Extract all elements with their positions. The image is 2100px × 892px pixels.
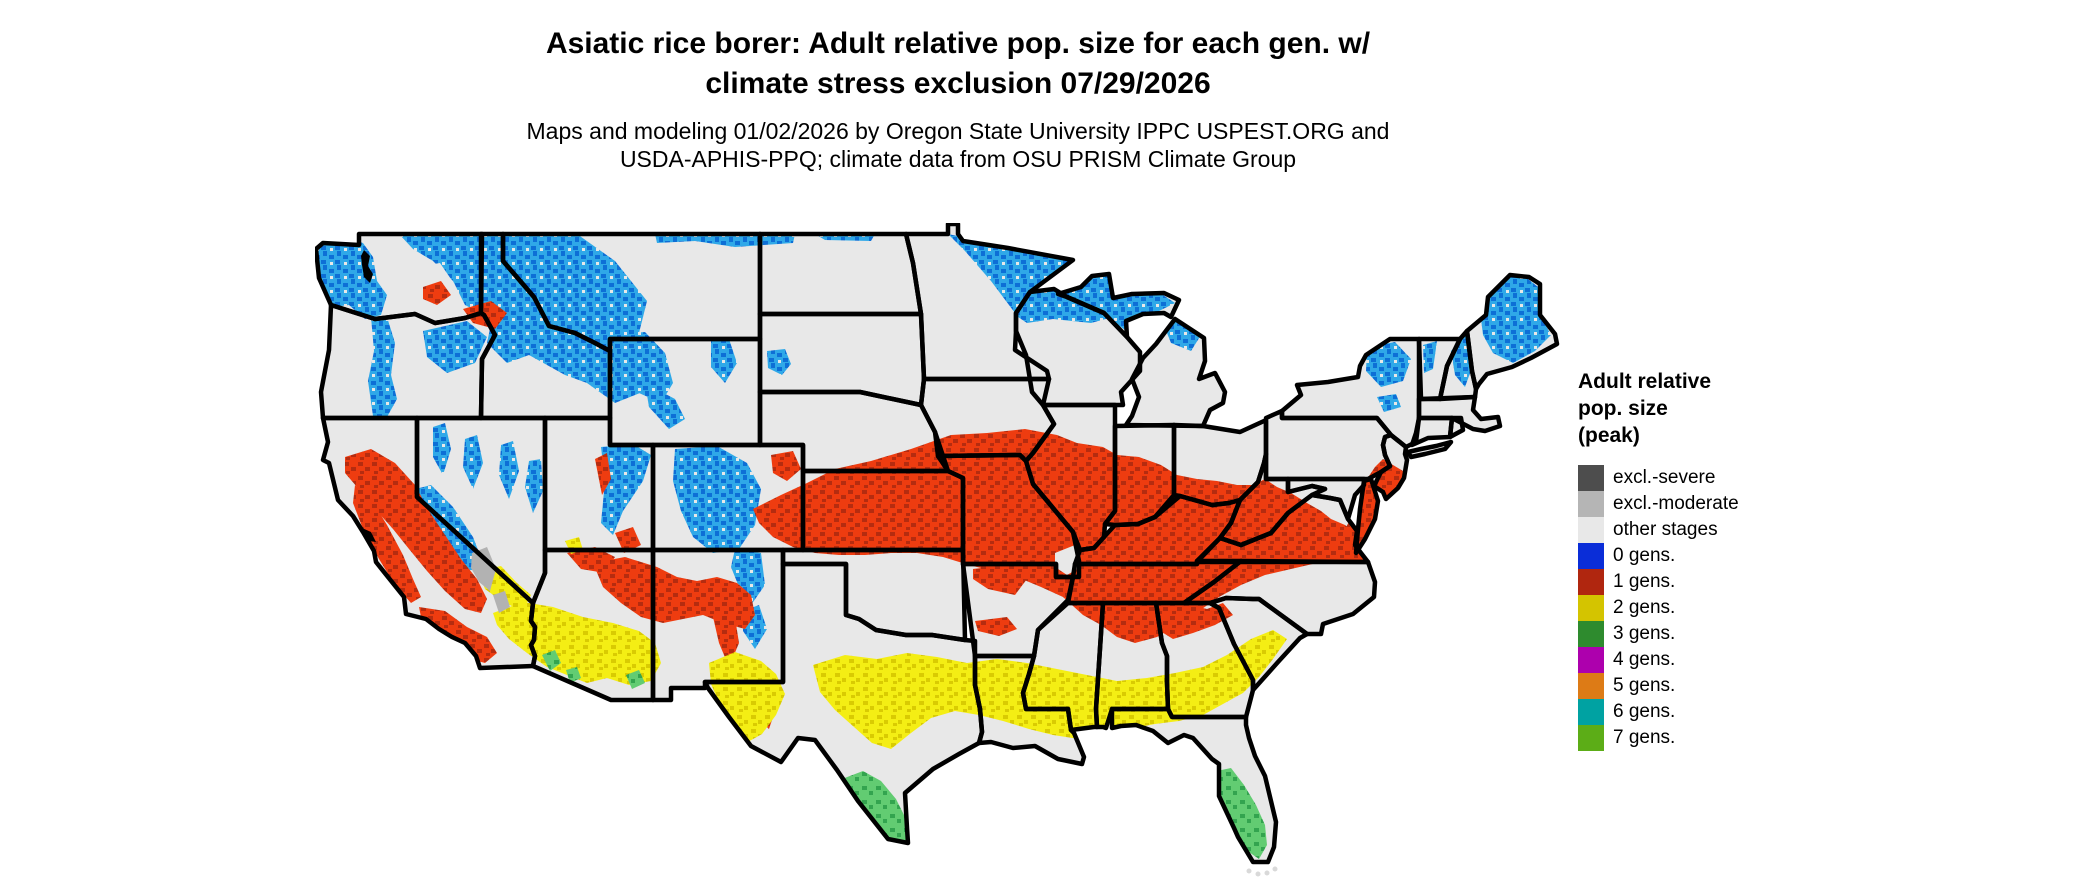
title-line-1: Asiatic rice borer: Adult relative pop. … (545, 27, 1371, 60)
legend-color-swatch (1578, 543, 1604, 569)
legend-color-swatch (1578, 595, 1604, 621)
legend-color-swatch (1578, 491, 1604, 517)
legend-item: 6 gens. (1578, 699, 1838, 725)
map-region-excl-moderate (471, 547, 510, 613)
legend-item-label: excl.-severe (1613, 467, 1716, 488)
legend-item: 7 gens. (1578, 725, 1838, 751)
puget-sound (361, 250, 373, 283)
title-line-2: climate stress exclusion 07/29/2026 (705, 67, 1211, 100)
legend-item-label: 2 gens. (1613, 597, 1676, 618)
legend-item: 5 gens. (1578, 673, 1838, 699)
legend-color-swatch (1578, 725, 1604, 751)
legend-item: 0 gens. (1578, 543, 1838, 569)
florida-keys (1246, 866, 1278, 877)
map-region-1-gens (345, 281, 1403, 729)
legend-color-swatch (1578, 699, 1604, 725)
figure-title: Asiatic rice borer: Adult relative pop. … (0, 24, 1916, 104)
legend-item-label: 5 gens. (1613, 675, 1676, 696)
figure-subtitle: Maps and modeling 01/02/2026 by Oregon S… (0, 117, 1916, 173)
legend-item: 4 gens. (1578, 647, 1838, 673)
legend-color-swatch (1578, 517, 1604, 543)
legend-title: Adult relative pop. size (peak) (1578, 368, 1838, 449)
legend-item-label: excl.-moderate (1613, 493, 1739, 514)
subtitle-line-1: Maps and modeling 01/02/2026 by Oregon S… (526, 118, 1390, 144)
legend-item-label: 7 gens. (1613, 727, 1676, 748)
legend-item: excl.-moderate (1578, 491, 1838, 517)
legend-color-swatch (1578, 465, 1604, 491)
legend-title-line-1: Adult relative (1578, 370, 1712, 393)
legend-color-swatch (1578, 647, 1604, 673)
legend-color-swatch (1578, 569, 1604, 595)
legend-item-label: 6 gens. (1613, 701, 1676, 722)
legend-item: 2 gens. (1578, 595, 1838, 621)
us-map-svg (315, 223, 1560, 877)
subtitle-line-2: USDA-APHIS-PPQ; climate data from OSU PR… (619, 146, 1297, 172)
legend-items: excl.-severe excl.-moderate other stages… (1578, 465, 1838, 751)
legend-color-swatch (1578, 621, 1604, 647)
legend-item: other stages (1578, 517, 1838, 543)
legend-item: 3 gens. (1578, 621, 1838, 647)
map-region-0-gens (317, 234, 1551, 649)
legend-title-line-3: (peak) (1578, 424, 1640, 447)
legend-color-swatch (1578, 673, 1604, 699)
legend-item-label: other stages (1613, 519, 1718, 540)
legend-item-label: 1 gens. (1613, 571, 1676, 592)
legend-item-label: 3 gens. (1613, 623, 1676, 644)
legend-item-label: 4 gens. (1613, 649, 1676, 670)
legend-item-label: 0 gens. (1613, 545, 1676, 566)
map-region-3-gens (542, 650, 1267, 859)
legend-title-line-2: pop. size (1578, 397, 1668, 420)
legend-item: 1 gens. (1578, 569, 1838, 595)
us-map (315, 223, 1560, 880)
water-details (361, 250, 376, 542)
sf-bay (362, 528, 376, 542)
legend-item: excl.-severe (1578, 465, 1838, 491)
legend: Adult relative pop. size (peak) excl.-se… (1578, 368, 1838, 751)
